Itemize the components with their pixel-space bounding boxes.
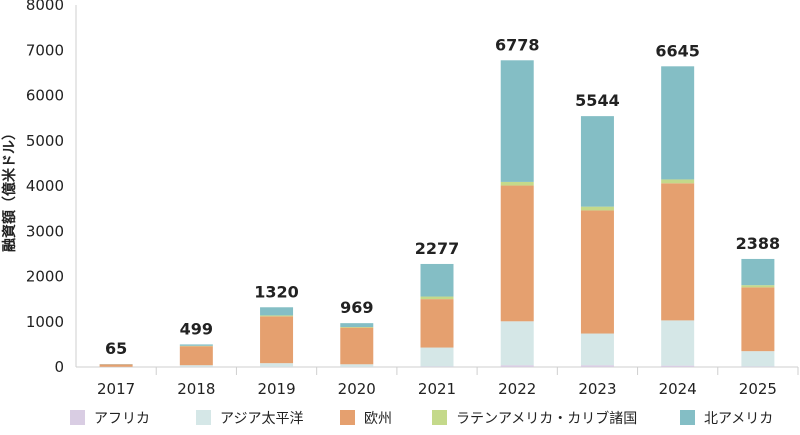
bar-segment (661, 183, 695, 321)
y-tick-label: 5000 (26, 132, 64, 150)
x-tick-label: 2019 (257, 380, 295, 398)
y-tick-label: 7000 (26, 41, 64, 59)
bar-segment (741, 258, 775, 286)
x-tick-label: 2025 (739, 380, 777, 398)
legend-swatch (680, 410, 695, 425)
x-axis-ticks: 2017 2018 2019 2020 2021 2022 2023 2024 2025 (97, 380, 777, 398)
bar-segment (420, 263, 454, 297)
bar-segment (741, 351, 775, 367)
x-tick-label: 2018 (177, 380, 215, 398)
bar-segment (661, 320, 695, 366)
legend: アフリカ アジア太平洋 欧州 ラテンアメリカ・カリブ諸国 北アメリカ (70, 410, 773, 427)
bar-segment (260, 316, 294, 364)
bars (99, 60, 775, 367)
bar-segment (741, 287, 775, 352)
bar-segment (260, 363, 294, 367)
bar-segment (500, 181, 534, 186)
y-axis-label: 融資額（億米ドル） (1, 126, 18, 252)
total-label: 6645 (655, 41, 700, 60)
legend-label: 北アメリカ (704, 411, 773, 427)
bar-segment (500, 185, 534, 322)
bar-segment (741, 285, 775, 288)
y-axis-ticks: 0 1000 2000 3000 4000 5000 6000 7000 8000 (26, 0, 64, 376)
y-tick-label: 8000 (26, 0, 64, 14)
x-tick-label: 2020 (338, 380, 376, 398)
bar-segment (500, 60, 534, 182)
legend-swatch (70, 410, 85, 425)
bar-segment (179, 365, 213, 367)
bar-segment (260, 315, 294, 317)
legend-swatch (432, 410, 447, 425)
legend-label: アフリカ (94, 411, 150, 427)
total-label: 5544 (575, 91, 620, 110)
y-tick-label: 1000 (26, 313, 64, 331)
bar-segment (580, 365, 614, 367)
x-tick-label: 2023 (578, 380, 616, 398)
y-tick-label: 3000 (26, 222, 64, 240)
bar-segment (661, 365, 695, 367)
legend-swatch (340, 410, 355, 425)
bar-segment (340, 326, 374, 328)
y-tick-label: 0 (54, 358, 64, 376)
bar-segment (580, 116, 614, 207)
bar-segment (340, 323, 374, 327)
total-labels: 65 499 1320 969 2277 6778 5544 6645 2388 (105, 35, 780, 358)
bar-segment (661, 179, 695, 184)
bar-segment (340, 327, 374, 365)
bar-segment (580, 206, 614, 211)
total-label: 499 (180, 319, 213, 338)
bar-segment (179, 346, 213, 366)
bar-segment (420, 296, 454, 300)
bar-segment (661, 66, 695, 180)
y-tick-label: 6000 (26, 87, 64, 105)
bar-segment (420, 347, 454, 367)
legend-label: 欧州 (364, 411, 392, 427)
bar-segment (340, 364, 374, 367)
y-tick-label: 4000 (26, 177, 64, 195)
x-tick-label: 2024 (659, 380, 697, 398)
legend-label: アジア太平洋 (220, 411, 303, 427)
total-label: 6778 (495, 35, 540, 54)
total-label: 2388 (736, 234, 781, 253)
bar-segment (99, 364, 133, 367)
bar-segment (179, 344, 213, 346)
bar-segment (580, 210, 614, 334)
bar-segment (580, 333, 614, 366)
total-label: 2277 (415, 239, 460, 258)
y-tick-label: 2000 (26, 268, 64, 286)
legend-label: ラテンアメリカ・カリブ諸国 (456, 410, 637, 427)
total-label: 969 (340, 298, 373, 317)
bar-segment (260, 307, 294, 316)
bar-segment (500, 365, 534, 367)
legend-swatch (196, 410, 211, 425)
bar-segment (420, 299, 454, 348)
x-tick-label: 2021 (418, 380, 456, 398)
x-tick-label: 2017 (97, 380, 135, 398)
total-label: 1320 (254, 282, 299, 301)
bar-segment (500, 321, 534, 366)
x-tick-label: 2022 (498, 380, 536, 398)
total-label: 65 (105, 339, 127, 358)
